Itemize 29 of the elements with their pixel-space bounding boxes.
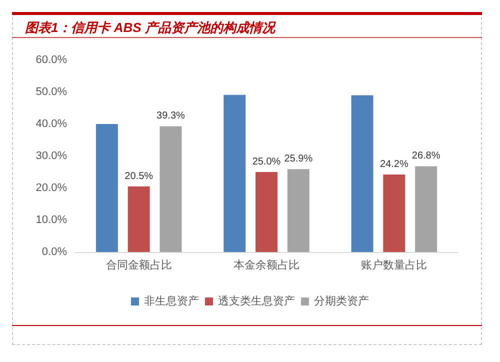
x-tick-label: 本金余额占比 <box>234 258 300 272</box>
bar <box>224 94 246 252</box>
bar <box>96 124 118 252</box>
bar <box>415 166 438 252</box>
y-tick-label: 50.0% <box>36 86 68 98</box>
bar <box>383 174 406 252</box>
data-label: 25.9% <box>284 154 313 165</box>
bar <box>128 186 150 252</box>
data-label: 25.0% <box>252 156 281 168</box>
chart-title: 图表1：信用卡 ABS 产品资产池的构成情况 <box>25 20 276 35</box>
legend-label: 分期类资产 <box>314 294 369 308</box>
bar <box>256 172 278 252</box>
bar <box>160 126 182 252</box>
y-tick-label: 30.0% <box>36 150 68 162</box>
data-label: 26.8% <box>412 150 440 162</box>
data-label: 20.5% <box>124 170 154 182</box>
x-tick-label: 合同金额占比 <box>106 258 172 272</box>
data-label: 24.2% <box>380 159 408 170</box>
data-label: 39.3% <box>156 110 186 122</box>
x-tick-label: 账户数量占比 <box>361 258 428 272</box>
legend-label: 透支类生息资产 <box>218 294 295 308</box>
y-tick-label: 40.0% <box>36 118 68 130</box>
legend-label: 非生息资产 <box>144 294 199 308</box>
bar <box>351 95 374 252</box>
y-tick-label: 60.0% <box>36 54 68 66</box>
y-tick-label: 20.0% <box>36 182 68 194</box>
y-tick-label: 0.0% <box>42 246 68 258</box>
bar <box>287 169 310 252</box>
y-tick-label: 10.0% <box>36 214 68 226</box>
